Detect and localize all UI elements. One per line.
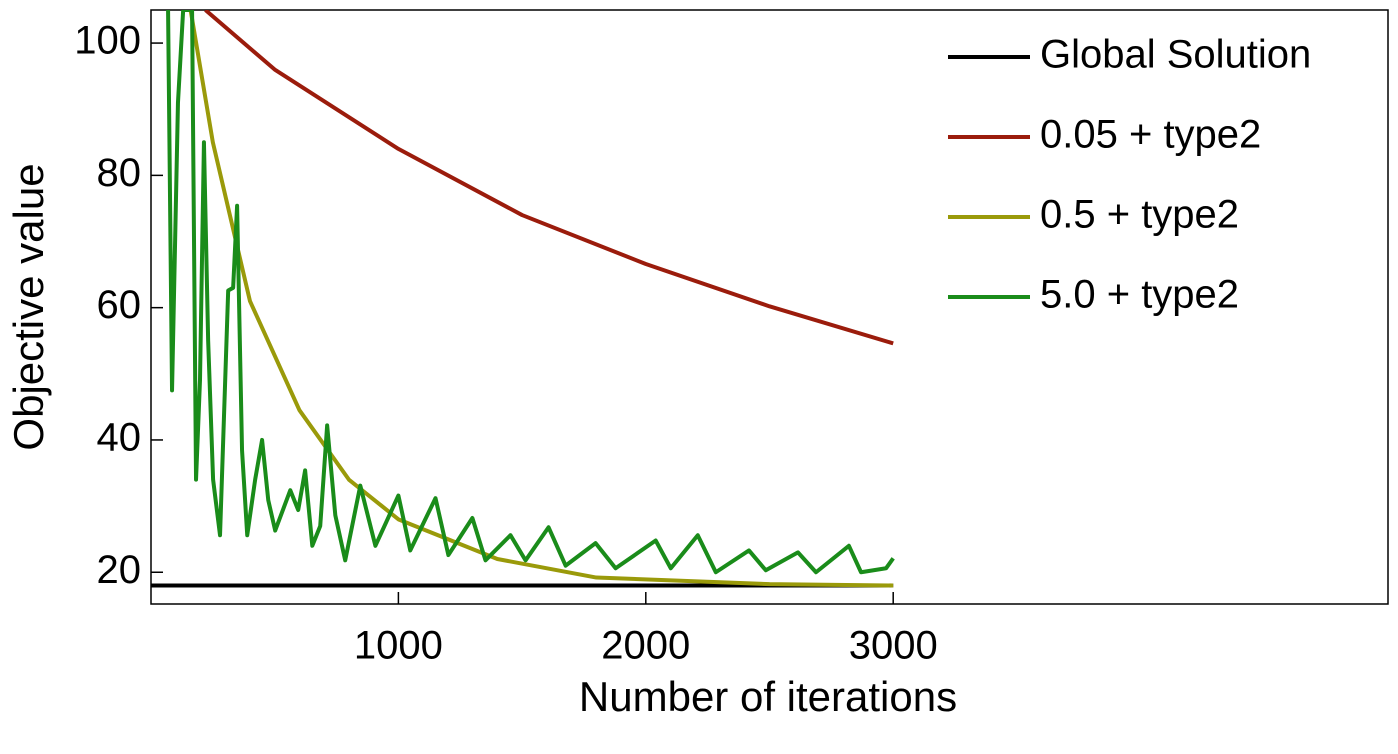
legend-label: 0.05 + type2 xyxy=(1040,113,1261,157)
y-tick-label: 100 xyxy=(74,19,141,63)
y-tick-label: 80 xyxy=(97,151,142,195)
y-axis-label: Objective value xyxy=(5,163,52,450)
legend-label: 5.0 + type2 xyxy=(1040,273,1239,317)
x-tick-label: 1000 xyxy=(354,624,443,668)
y-tick-label: 20 xyxy=(97,548,142,592)
legend-label: Global Solution xyxy=(1040,33,1311,77)
legend-label: 0.5 + type2 xyxy=(1040,193,1239,237)
series-line xyxy=(188,10,894,588)
y-tick-label: 60 xyxy=(97,283,142,327)
x-tick-label: 2000 xyxy=(601,624,690,668)
series-line xyxy=(204,10,894,346)
y-tick-label: 40 xyxy=(97,416,142,460)
x-axis-label: Number of iterations xyxy=(579,673,957,720)
x-tick-label: 3000 xyxy=(849,624,938,668)
series-line xyxy=(166,10,895,575)
